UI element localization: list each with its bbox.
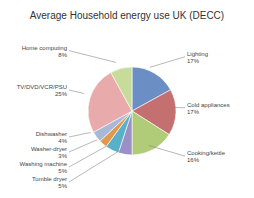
html-text:Average Household energy use U: Average Household energy use UK (DECC) [29, 10, 225, 21]
svg-text:Washer-dryer3%: Washer-dryer3% [31, 146, 68, 159]
svg-text:Lighting17%: Lighting17% [187, 51, 208, 64]
svg-text:Cold appliances17%: Cold appliances17% [187, 102, 230, 115]
svg-text:Home computing8%: Home computing8% [22, 45, 68, 58]
svg-text:Dishwasher4%: Dishwasher4% [36, 131, 68, 144]
svg-text:TV/DVD/VCR/PSU25%: TV/DVD/VCR/PSU25% [17, 84, 68, 97]
svg-text:Cooking/kettle16%: Cooking/kettle16% [187, 150, 226, 163]
svg-text:Washing machine5%: Washing machine5% [20, 161, 68, 174]
svg-text:Tumble dryer5%: Tumble dryer5% [32, 176, 68, 189]
